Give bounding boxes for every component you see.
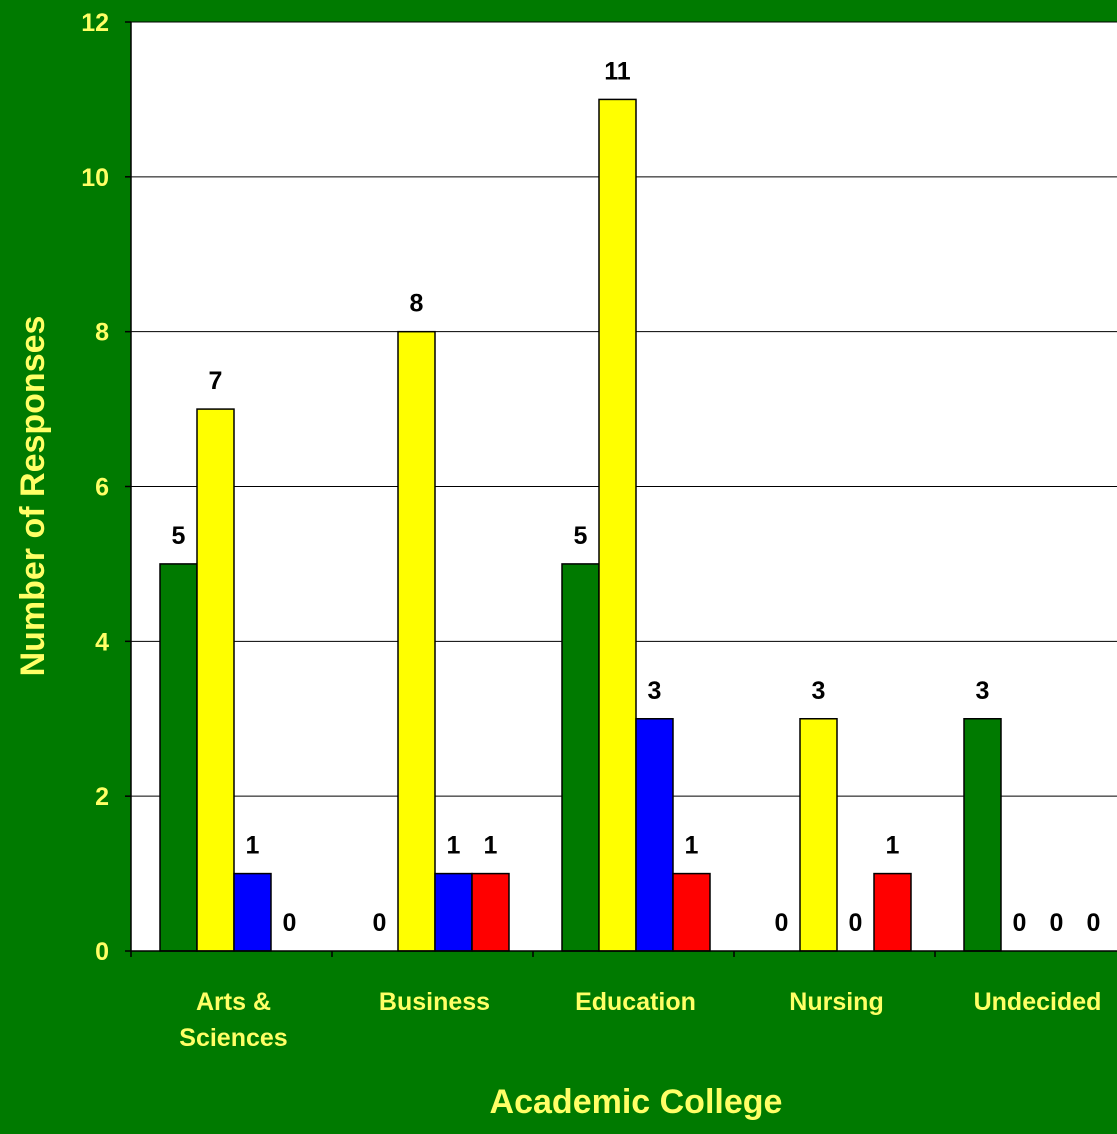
data-label: 5 [172,522,186,550]
data-label: 0 [849,909,863,937]
bar [873,872,912,952]
data-label: 1 [685,832,699,860]
data-label: 0 [283,909,297,937]
x-category-label: Business [379,988,490,1016]
bar [233,872,272,952]
data-label: 5 [574,522,588,550]
y-tick-label: 4 [95,628,109,656]
x-category-label: Undecided [974,988,1102,1016]
data-label: 0 [775,909,789,937]
bar [672,872,711,952]
y-tick-label: 2 [95,783,109,811]
y-tick-labels: 0 2 4 6 8 10 12 [81,9,109,966]
data-label: 0 [1013,909,1027,937]
bars [159,98,1002,952]
x-category-labels: Arts & Sciences Business Education Nursing Un… [179,988,1101,1052]
data-label: 7 [209,367,223,395]
data-label: 0 [373,909,387,937]
bar [963,718,1002,952]
bar [635,718,674,952]
data-label: 1 [447,832,461,860]
bar [397,330,436,952]
data-label: 0 [1050,909,1064,937]
data-label: 8 [410,290,424,318]
bar [159,563,198,952]
bar [799,718,838,952]
bar [561,563,600,952]
x-category-label: Arts & Sciences [179,988,287,1052]
y-tick-label: 6 [95,474,109,502]
data-label: 1 [484,832,498,860]
x-axis-title: Academic College [490,1083,783,1121]
data-label: 11 [604,57,631,85]
data-label: 3 [812,677,826,705]
y-tick-label: 8 [95,319,109,347]
bar [434,872,473,952]
y-tick-label: 10 [81,164,109,192]
y-axis-title: Number of Responses [14,316,52,677]
y-tick-label: 0 [95,938,109,966]
data-label: 3 [976,677,990,705]
x-category-label: Education [575,988,696,1016]
bar [471,872,510,952]
y-tick-label: 12 [81,9,109,37]
bar [196,408,235,952]
data-label: 1 [246,832,260,860]
bar [598,98,637,952]
data-label: 3 [648,677,662,705]
axes [125,21,1117,957]
x-category-label: Nursing [789,988,883,1016]
data-label: 1 [886,832,900,860]
data-label: 0 [1087,909,1101,937]
